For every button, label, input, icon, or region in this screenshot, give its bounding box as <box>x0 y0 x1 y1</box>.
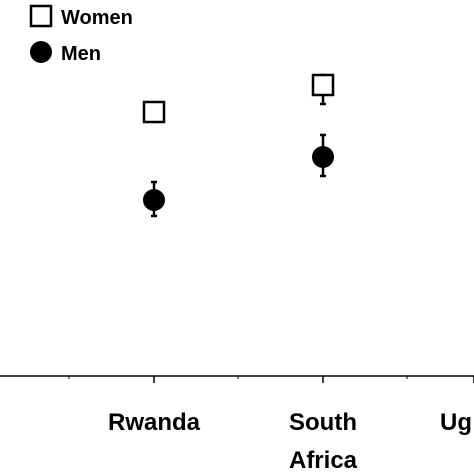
tick-label-south-africa-line1: South <box>289 409 357 436</box>
legend-men-label: Men <box>61 43 101 65</box>
tick-label-ug: Ug <box>440 409 472 436</box>
point-women-0 <box>142 100 166 124</box>
point-men-0 <box>143 189 165 211</box>
legend-women-label: Women <box>61 7 133 29</box>
tick-label-rwanda: Rwanda <box>108 409 201 436</box>
x-tick-labels: Rwanda South Africa Ug <box>108 409 472 474</box>
legend-women-icon <box>29 4 53 28</box>
x-ticks <box>68 376 474 383</box>
legend-men-icon <box>30 41 52 63</box>
legend: Women Men <box>29 4 133 65</box>
data-marks <box>142 73 335 218</box>
tick-label-south-africa-line2: Africa <box>289 447 358 474</box>
point-men-1 <box>312 146 334 168</box>
point-women-1 <box>311 73 335 97</box>
